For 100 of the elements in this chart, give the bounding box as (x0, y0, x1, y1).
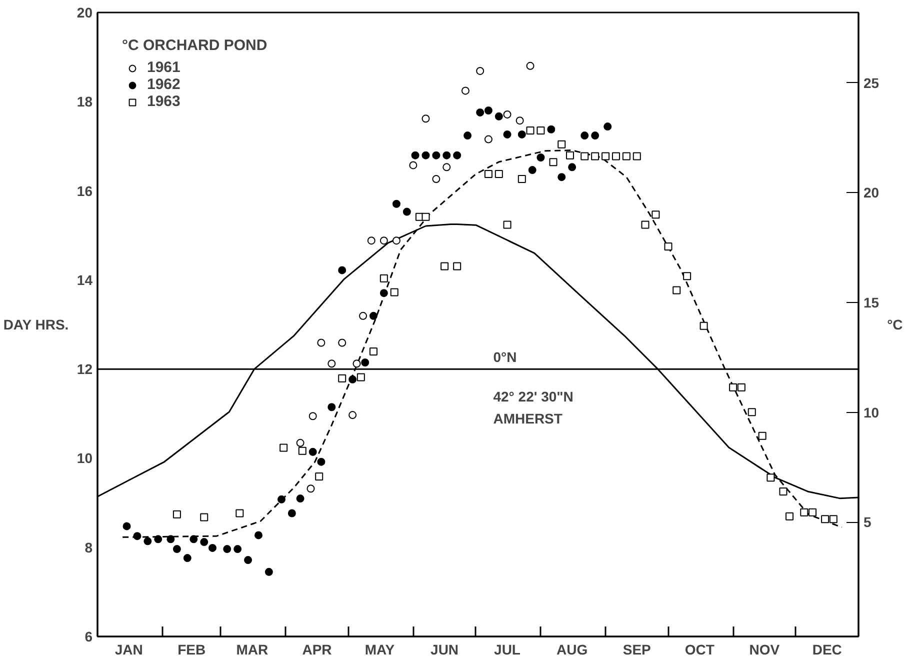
point (280, 444, 288, 452)
point (409, 161, 418, 170)
point (604, 122, 612, 131)
annotation: AMHERST (493, 410, 563, 427)
point (453, 262, 462, 270)
point (786, 512, 794, 520)
point (432, 175, 440, 184)
point (392, 236, 400, 245)
point (348, 375, 357, 384)
point (328, 360, 336, 368)
point (338, 266, 346, 274)
point (558, 140, 566, 148)
point (737, 383, 746, 392)
point (359, 312, 368, 320)
point (729, 383, 738, 392)
point (758, 432, 766, 440)
point (223, 545, 232, 554)
point (526, 126, 534, 134)
legend-title: °C ORCHARD POND (122, 37, 268, 54)
x-tick-label: SEP (622, 642, 651, 658)
point (779, 487, 788, 496)
point (641, 220, 650, 229)
point (442, 163, 451, 172)
point (338, 338, 346, 347)
point (591, 132, 600, 140)
y-tick-label: 10 (76, 450, 93, 466)
point (296, 494, 304, 503)
point (244, 556, 252, 564)
point (369, 312, 378, 320)
point (254, 531, 262, 540)
point (317, 458, 326, 466)
point (821, 515, 830, 524)
point (503, 220, 512, 229)
point (234, 545, 242, 554)
point (308, 412, 317, 420)
point (390, 288, 398, 296)
point (476, 108, 484, 116)
point (317, 338, 326, 347)
point (484, 170, 492, 178)
point (566, 151, 574, 160)
point (236, 509, 244, 518)
x-tick-label: JAN (114, 642, 143, 658)
point (503, 130, 512, 138)
point (367, 236, 376, 245)
point (536, 154, 545, 162)
x-tick-label: OCT (684, 642, 715, 658)
x-tick-label: MAY (364, 642, 396, 658)
point (829, 515, 838, 524)
point (288, 509, 296, 518)
point (672, 286, 681, 294)
point (422, 114, 430, 123)
y-tick-label: 20 (76, 4, 93, 20)
point (652, 210, 660, 219)
point (591, 152, 600, 160)
point (580, 152, 589, 160)
y-tick-label: 8 (84, 539, 93, 556)
y2-tick-label: 15 (864, 294, 880, 311)
x-tick-label: MAR (236, 642, 268, 658)
point (356, 373, 365, 382)
point (380, 289, 388, 298)
x-tick-label: AUG (556, 642, 588, 658)
y-tick-label: 18 (76, 94, 93, 110)
legend-label: 1961 (147, 59, 180, 76)
point (392, 200, 400, 208)
x-tick-label: NOV (749, 642, 780, 658)
point (442, 151, 451, 160)
y2-tick-label: 25 (864, 74, 880, 91)
point (664, 242, 672, 250)
y2-tick-label: 5 (864, 514, 872, 530)
x-tick-label: DEC (812, 642, 842, 658)
point (547, 125, 556, 134)
point (528, 166, 536, 174)
point (518, 175, 526, 184)
y2-axis-title: °C (887, 316, 903, 332)
point (422, 212, 430, 221)
point (296, 438, 304, 447)
point (800, 508, 808, 516)
y-tick-label: 14 (76, 272, 93, 288)
point (352, 360, 361, 368)
point (476, 66, 484, 75)
point (568, 163, 576, 172)
ref-line-label: 0°N (493, 349, 517, 366)
point (484, 135, 492, 144)
point (306, 484, 315, 493)
point (622, 152, 630, 160)
y-tick-label: 6 (84, 628, 93, 644)
legend-label: 1963 (147, 93, 180, 110)
point (298, 446, 306, 455)
y-tick-label: 16 (76, 182, 93, 199)
point (700, 322, 708, 330)
y2-tick-label: 10 (864, 404, 880, 420)
point (348, 411, 357, 420)
point (494, 112, 503, 120)
point (338, 374, 346, 382)
point (422, 151, 430, 160)
point (402, 208, 411, 216)
point (549, 158, 558, 166)
point (369, 348, 378, 356)
point (453, 151, 462, 160)
point (580, 132, 589, 140)
